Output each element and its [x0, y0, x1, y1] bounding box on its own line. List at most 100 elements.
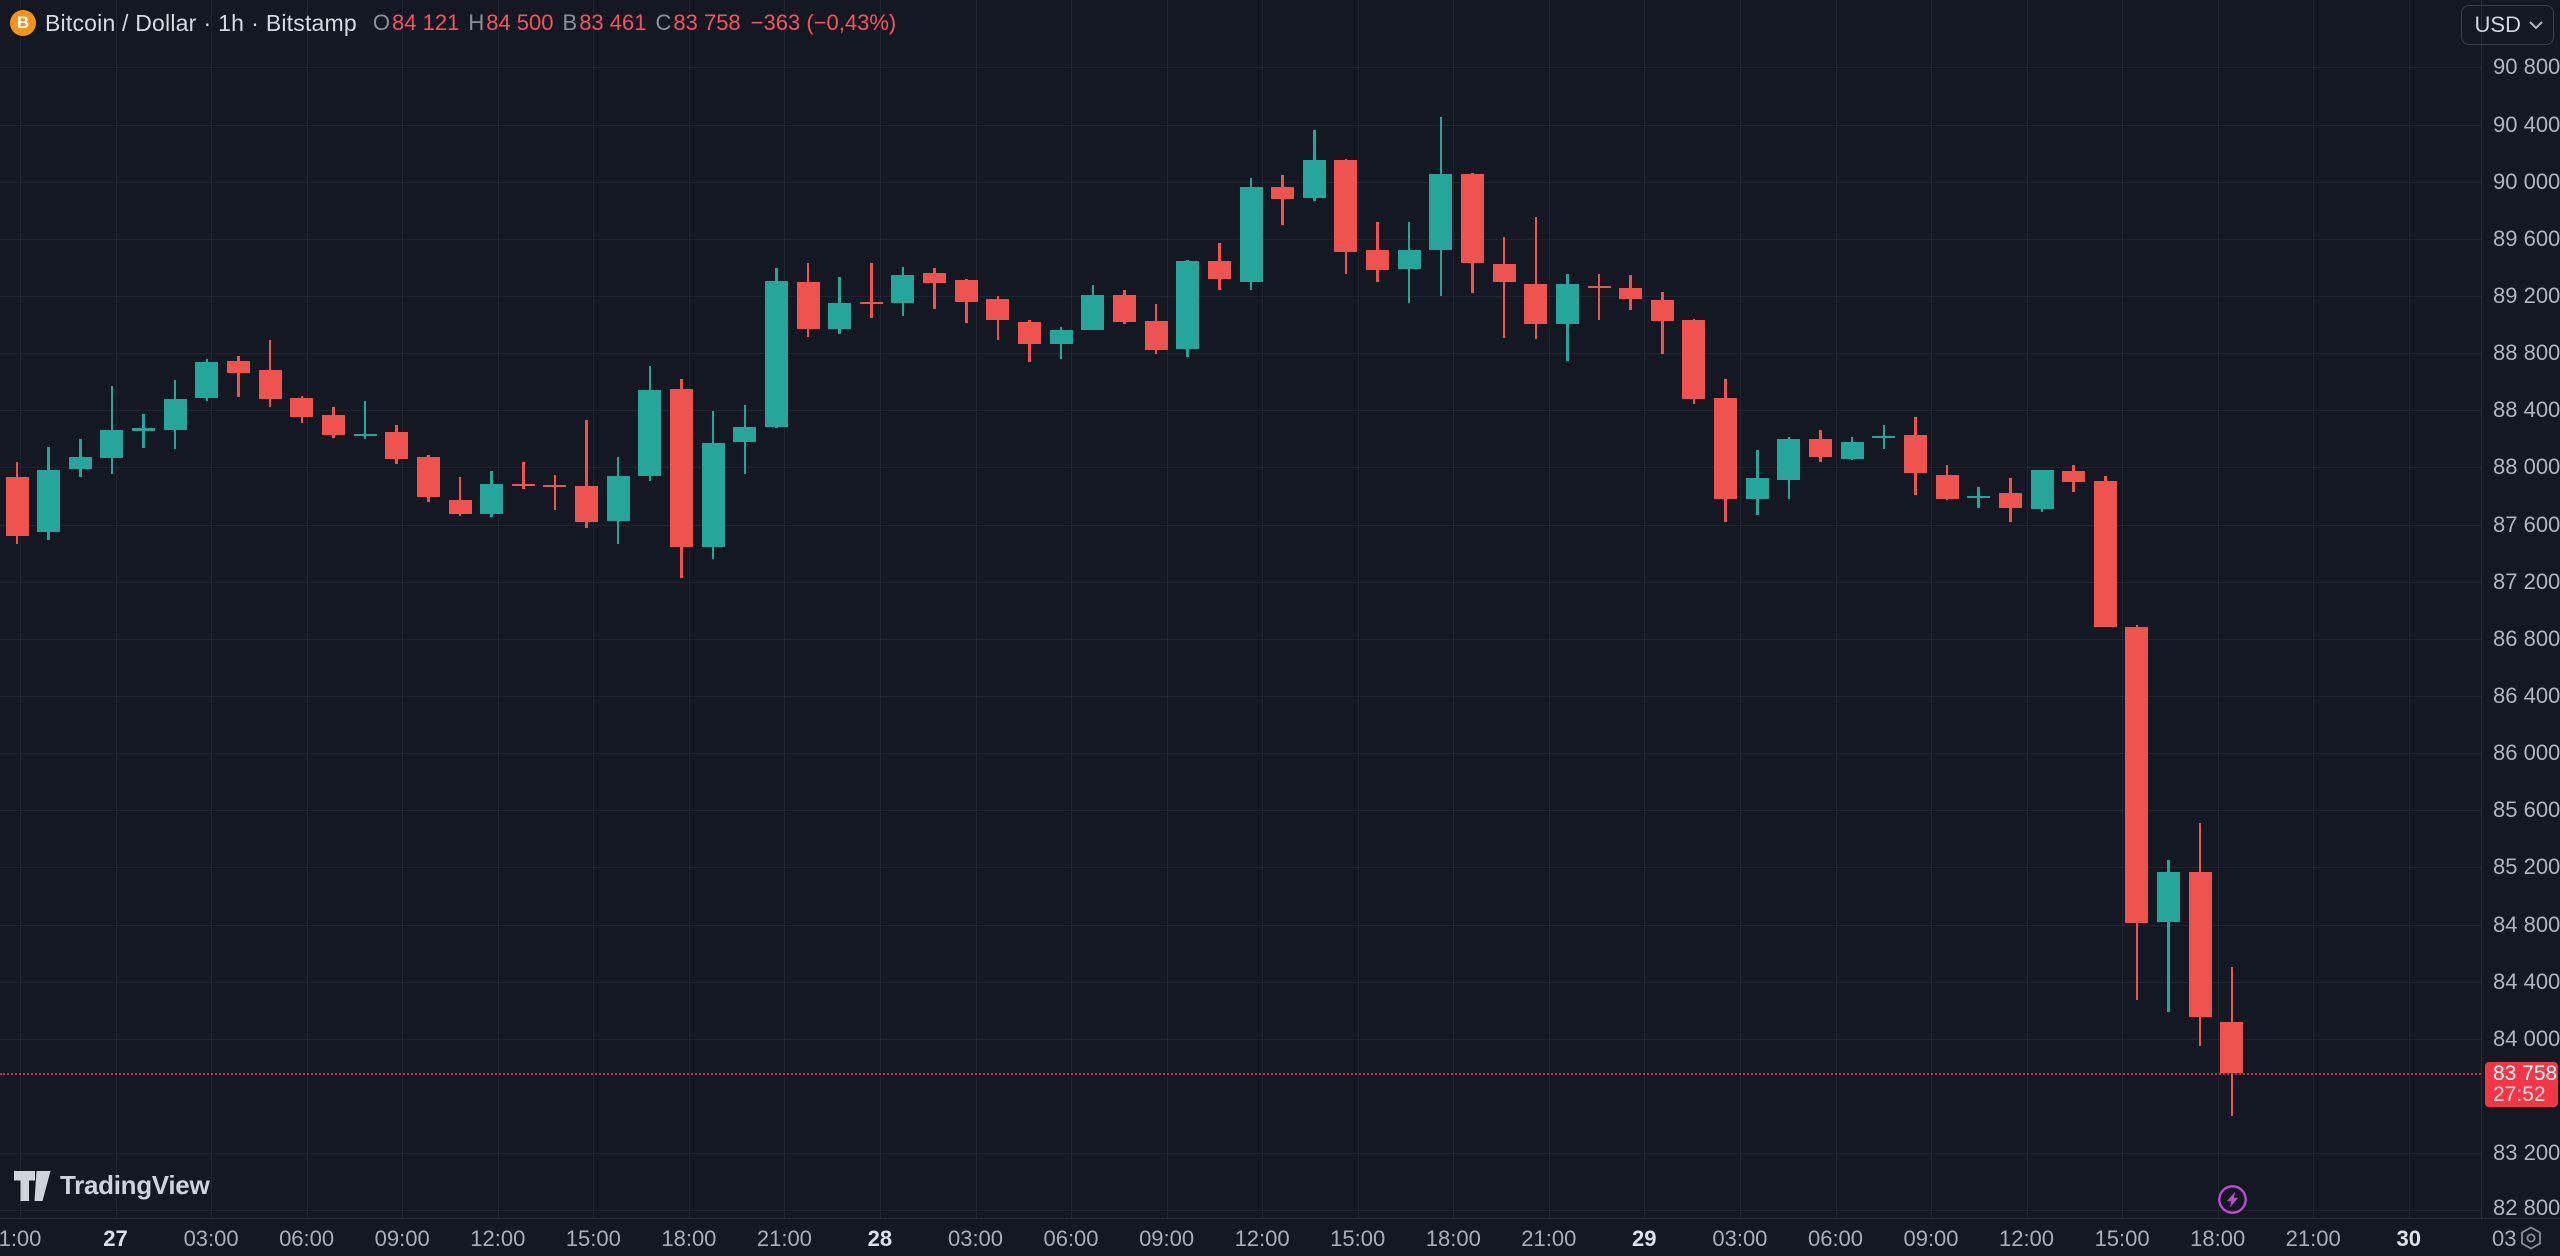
price-axis-label: 84 000	[2493, 1025, 2560, 1051]
price-axis-label: 87 200	[2493, 568, 2560, 594]
tradingview-logo[interactable]: TradingView	[14, 1170, 210, 1201]
time-gridline	[115, 0, 117, 1218]
time-gridline	[784, 0, 786, 1218]
candle-wick	[1534, 216, 1537, 339]
candle-up	[1049, 330, 1073, 344]
candle-down	[1271, 187, 1295, 199]
chart-plot-area[interactable]	[0, 0, 2481, 1218]
price-axis-label: 90 000	[2493, 168, 2560, 194]
ohlc-values: O 84 121 H 84 500 B 83 461 C 83 758 −363…	[373, 10, 896, 36]
low-key: B	[562, 10, 578, 35]
candle-up	[764, 280, 788, 427]
time-axis-label: 09:00	[1903, 1226, 1959, 1251]
time-axis-label: 21:00	[756, 1226, 812, 1251]
price-axis-label: 85 600	[2493, 797, 2560, 823]
time-axis-label: 12:00	[470, 1226, 526, 1251]
time-gridline	[1071, 0, 1072, 1218]
candle-up	[1967, 495, 1991, 499]
time-gridline	[975, 0, 977, 1218]
price-gridline	[0, 295, 2481, 297]
chevron-down-icon	[2529, 21, 2543, 29]
candle-up	[480, 483, 504, 514]
time-gridline	[879, 0, 881, 1218]
time-gridline	[1357, 0, 1359, 1218]
price-axis-label: 84 400	[2493, 968, 2560, 994]
candle-wick	[553, 474, 557, 511]
candle-up	[1176, 260, 1200, 350]
price-gridline	[0, 410, 2481, 412]
candle-wick	[2167, 859, 2170, 1012]
time-axis-label: 15:00	[2094, 1226, 2150, 1251]
candle-down	[1903, 434, 1927, 474]
time-axis[interactable]: 1:00 27 03:00 06:00 09:00 12:00 15:00 18:00 21:0…	[0, 1218, 2518, 1256]
candle-up	[828, 303, 852, 330]
candle-wick	[1281, 174, 1284, 225]
time-gridline	[1262, 0, 1264, 1218]
price-axis-label: 82 800	[2493, 1195, 2560, 1218]
candle-down	[1366, 250, 1389, 271]
price-axis-label: 90 800	[2493, 54, 2560, 80]
price-gridline	[0, 67, 2481, 69]
candle-down	[986, 298, 1010, 321]
candle-up	[1397, 250, 1421, 270]
price-gridline	[0, 981, 2481, 983]
candle-wick	[142, 413, 145, 449]
time-gridline	[688, 0, 690, 1218]
candle-down	[1650, 299, 1674, 321]
time-gridline	[1453, 0, 1455, 1218]
time-axis-label: 03:00	[183, 1226, 239, 1251]
price-axis-label: 86 800	[2493, 625, 2560, 651]
price-gridline	[0, 867, 2481, 869]
time-axis-label: 15:00	[565, 1226, 621, 1251]
time-gridline	[2122, 0, 2124, 1218]
time-axis-label: 06:00	[279, 1226, 335, 1251]
price-axis-label: 86 400	[2493, 682, 2560, 708]
price-gridline	[0, 810, 2481, 812]
price-axis[interactable]: 83 758 27:52 90 800 90 400 90 000 89 600 89 …	[2481, 0, 2560, 1218]
candle-down	[1207, 260, 1231, 280]
time-axis-label: 18:00	[661, 1226, 717, 1251]
interval-label: 1h	[218, 9, 245, 36]
candle-up	[606, 475, 630, 521]
time-gridline	[497, 0, 499, 1218]
time-gridline	[593, 0, 595, 1218]
candle-wick	[933, 268, 936, 310]
candle-wick	[585, 420, 588, 529]
candle-up	[1872, 435, 1896, 439]
tradingview-logo-text: TradingView	[60, 1170, 210, 1200]
candle-down	[416, 456, 440, 497]
candle-up	[195, 362, 219, 399]
exchange-label: Bitstamp	[265, 9, 357, 36]
candle-down	[1334, 159, 1358, 253]
symbol-legend[interactable]: B Bitcoin / Dollar · 1h · Bitstamp O 84 …	[10, 6, 896, 40]
tradingview-mark-icon	[14, 1170, 51, 1201]
candle-down	[448, 500, 472, 514]
candle-wick	[363, 400, 367, 440]
candle-down	[1587, 285, 1611, 289]
candle-up	[1555, 283, 1579, 325]
time-gridline	[1644, 0, 1646, 1218]
price-axis-label: 85 200	[2493, 854, 2560, 880]
time-gridline	[2313, 0, 2315, 1218]
candle-down	[2188, 872, 2212, 1018]
time-axis-label: 12:00	[1234, 1226, 1290, 1251]
candle-down	[1714, 398, 1738, 500]
currency-toggle-button[interactable]: USD	[2460, 5, 2554, 45]
candle-up	[1302, 160, 1326, 199]
time-gridline	[20, 0, 21, 1218]
candle-down	[321, 415, 345, 436]
candle-up	[2157, 872, 2180, 923]
candle-down	[1998, 493, 2022, 509]
time-axis-day-label: 27	[103, 1226, 128, 1251]
candle-down	[5, 477, 29, 536]
scale-settings-corner[interactable]	[2518, 1218, 2560, 1256]
time-gridline	[2217, 0, 2219, 1218]
instant-trading-button[interactable]	[2217, 1184, 2248, 1215]
price-axis-label: 87 600	[2493, 511, 2560, 537]
candle-up	[163, 398, 187, 431]
candle-down	[575, 485, 598, 522]
title-separator: ·	[203, 9, 212, 36]
title-separator: ·	[251, 9, 259, 36]
price-gridline	[0, 638, 2481, 640]
symbol-name: Bitcoin / Dollar	[45, 9, 197, 36]
